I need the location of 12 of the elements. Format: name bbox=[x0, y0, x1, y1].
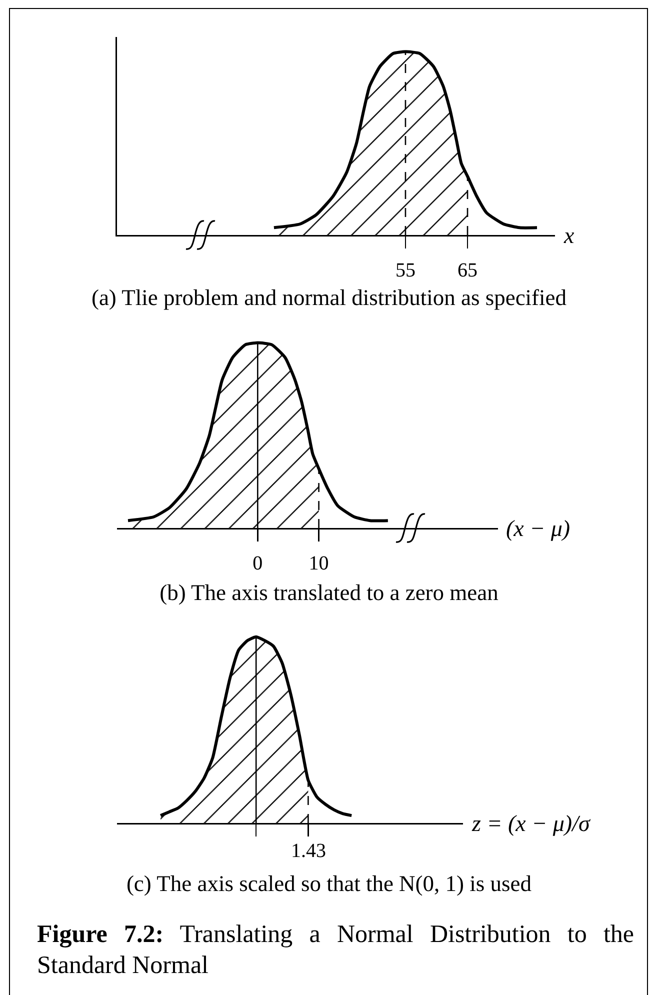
text: (c) The axis scaled so that the N(0, 1) is used bbox=[126, 870, 532, 896]
x-axis-title: z = (x − μ)/σ bbox=[471, 811, 592, 836]
x-tick-label: 55 bbox=[395, 260, 416, 282]
x-axis-title: x bbox=[563, 223, 575, 248]
x-tick-label: 65 bbox=[458, 260, 478, 282]
x-axis-title: (x − μ) bbox=[506, 516, 570, 541]
annotation: 1.43 bbox=[291, 840, 326, 862]
caption: Figure 7.2: Translating a Normal Distribution to the Standard Normal bbox=[37, 921, 634, 979]
text: (a) Tlie problem and normal distribution as specified bbox=[91, 284, 567, 310]
text: (b) The axis translated to a zero mean bbox=[160, 580, 498, 605]
x-tick-label: 10 bbox=[308, 552, 329, 575]
x-tick-label: 0 bbox=[252, 552, 263, 575]
